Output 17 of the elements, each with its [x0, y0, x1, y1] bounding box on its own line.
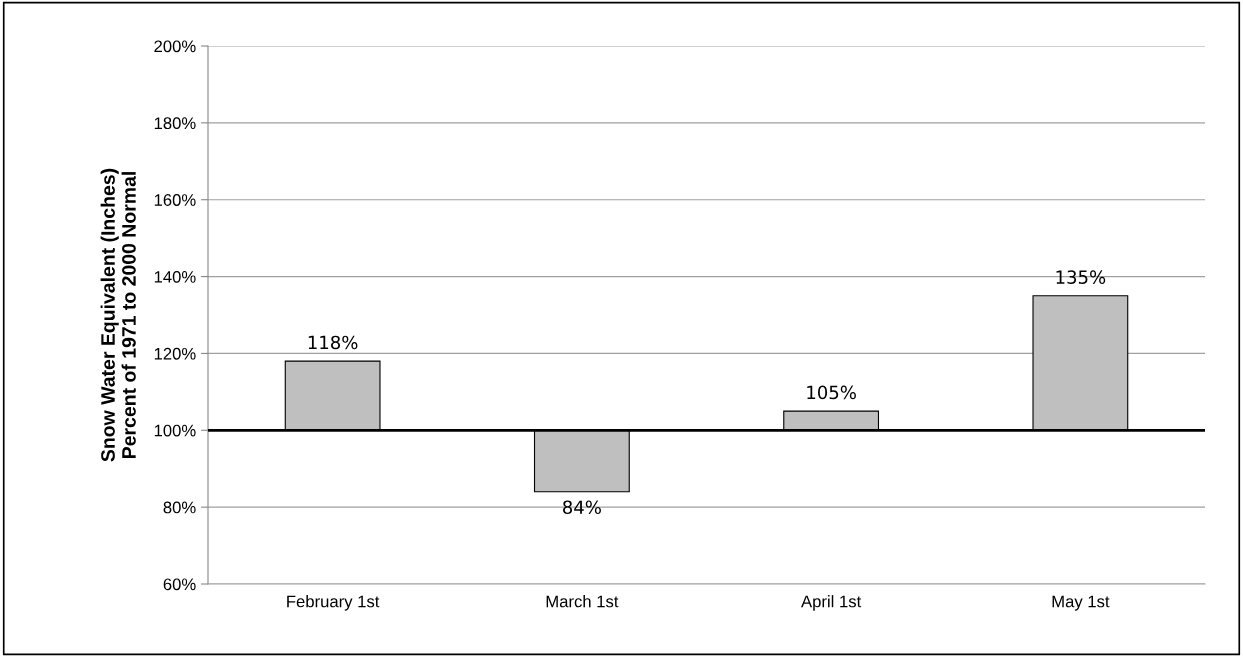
data-label: 84%	[563, 500, 601, 515]
x-tick-label: May 1st	[1052, 595, 1110, 611]
y-tick-label: 120%	[154, 347, 196, 360]
y-tick-label: 200%	[154, 40, 196, 53]
x-tick-label: March 1st	[546, 595, 619, 608]
x-tick-label: February 1st	[287, 595, 380, 611]
y-axis-title: Snow Water Equivalent (Inches) Percent of 1971 to 2000 Normal	[100, 168, 136, 462]
x-tick-label: April 1st	[801, 595, 862, 611]
y-tick-label: 60%	[163, 578, 196, 591]
y-tick-label: 100%	[154, 424, 196, 437]
data-label: 135%	[1056, 270, 1106, 284]
data-label: 105%	[807, 385, 856, 400]
y-tick-label: 140%	[154, 270, 196, 283]
data-label: 118%	[308, 335, 358, 350]
y-tick-label: 80%	[163, 501, 196, 514]
y-tick-label: 160%	[154, 194, 196, 206]
y-tick-label: 180%	[154, 117, 196, 130]
